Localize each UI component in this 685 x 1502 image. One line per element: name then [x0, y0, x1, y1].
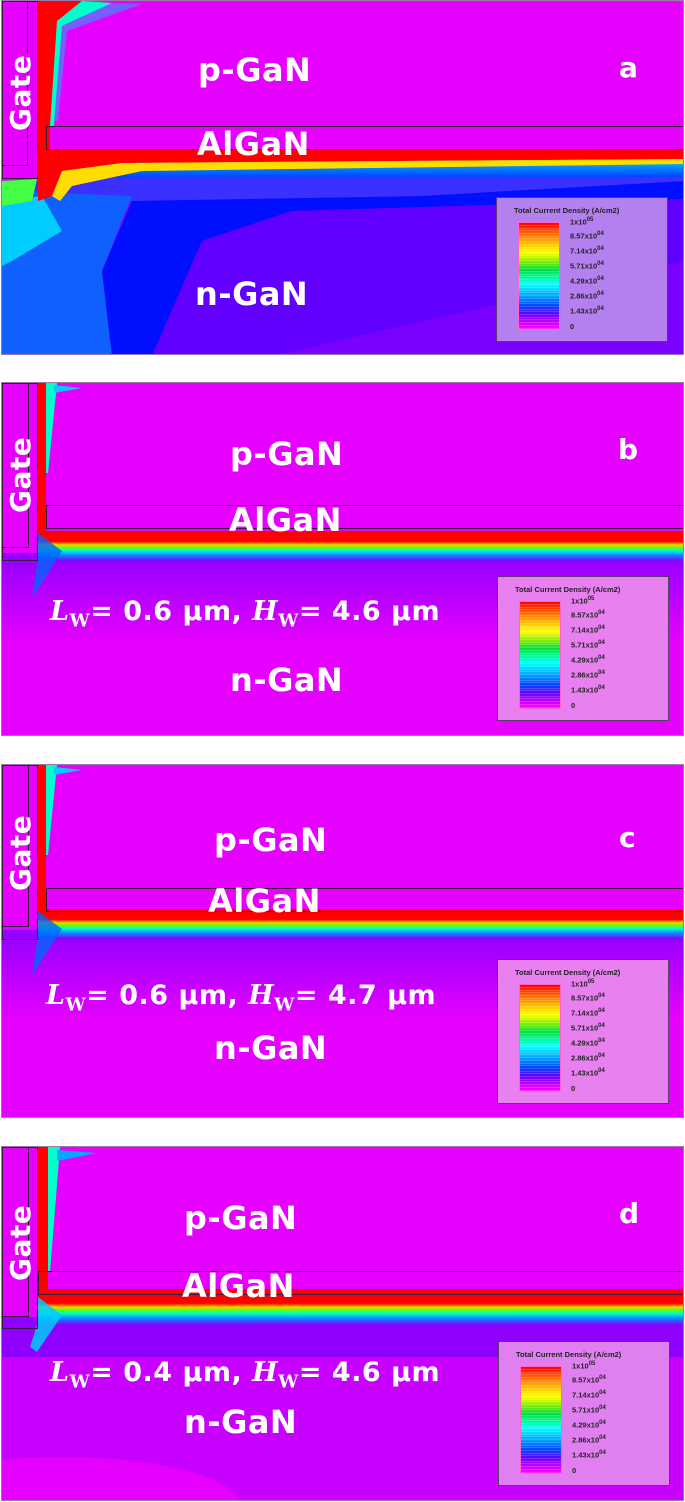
gate-label: Gate: [4, 436, 37, 513]
panel-letter: c: [619, 821, 637, 854]
legend-tick: 4.29x1004: [571, 655, 605, 665]
algan-label: AlGaN: [197, 125, 310, 163]
panel-a: Gate p-GaN AlGaN n-GaN a Total Current D…: [1, 0, 684, 355]
color-legend: Total Current Density (A/cm2) 1x1005 8.5…: [496, 197, 668, 342]
gate-inner-outline: [2, 765, 29, 927]
legend-tick: 5.71x1004: [571, 1023, 605, 1033]
gate-inner-outline: [2, 1, 28, 166]
legend-colorbar: [519, 601, 561, 709]
p-gan-label: p-GaN: [198, 51, 312, 89]
n-gan-label: n-GaN: [214, 1029, 328, 1067]
legend-tick: 0: [571, 1084, 576, 1093]
legend-tick: 5.71x1004: [572, 1405, 606, 1415]
panel-letter: d: [619, 1197, 640, 1230]
algan-layer-outline: [38, 1271, 683, 1295]
legend-title: Total Current Density (A/cm2): [514, 206, 620, 215]
legend-tick: 7.14x1004: [572, 1390, 606, 1400]
color-legend: Total Current Density (A/cm2) 1x1005 8.5…: [498, 1341, 670, 1486]
algan-layer-outline: [46, 888, 683, 912]
legend-tick: 4.29x1004: [572, 1420, 606, 1430]
legend-tick: 2.86x1004: [570, 291, 604, 301]
legend-tick: 8.57x1004: [572, 1375, 606, 1385]
color-legend: Total Current Density (A/cm2) 1x1005 8.5…: [497, 576, 669, 721]
gate-label: Gate: [4, 1204, 37, 1281]
n-gan-label: n-GaN: [230, 661, 344, 699]
gate-inner-outline: [2, 383, 29, 548]
legend-tick: 8.57x1004: [571, 610, 605, 620]
n-gan-label: n-GaN: [195, 275, 309, 313]
panel-b: Gate p-GaN AlGaN LW= 0.6 µm, HW= 4.6 µm …: [1, 382, 684, 736]
legend-tick: 5.71x1004: [570, 261, 604, 271]
panel-letter: a: [619, 51, 639, 84]
legend-tick: 1x1005: [570, 217, 594, 227]
legend-tick: 7.14x1004: [570, 246, 604, 256]
legend-tick: 5.71x1004: [571, 640, 605, 650]
legend-tick: 1x1005: [571, 596, 595, 606]
p-gan-label: p-GaN: [230, 435, 344, 473]
n-gan-label: n-GaN: [184, 1403, 298, 1441]
algan-layer-outline: [46, 505, 683, 529]
p-gan-label: p-GaN: [184, 1199, 298, 1237]
panel-letter: b: [618, 433, 639, 466]
algan-label: AlGaN: [182, 1267, 295, 1305]
algan-layer-outline: [46, 126, 683, 150]
legend-tick: 1.43x1004: [570, 306, 604, 316]
legend-tick: 4.29x1004: [570, 276, 604, 286]
legend-tick: 0: [572, 1466, 577, 1475]
algan-label: AlGaN: [208, 882, 321, 920]
panel-d: Gate p-GaN AlGaN LW= 0.4 µm, HW= 4.6 µm …: [1, 1146, 684, 1501]
legend-tick: 8.57x1004: [571, 993, 605, 1003]
legend-tick: 2.86x1004: [571, 1053, 605, 1063]
legend-colorbar: [518, 222, 560, 330]
legend-title: Total Current Density (A/cm2): [516, 1350, 622, 1359]
legend-tick: 1.43x1004: [571, 1068, 605, 1078]
legend-title: Total Current Density (A/cm2): [515, 585, 621, 594]
legend-tick: 1x1005: [571, 979, 595, 989]
legend-title: Total Current Density (A/cm2): [515, 968, 621, 977]
legend-tick: 1.43x1004: [572, 1450, 606, 1460]
gate-label: Gate: [4, 814, 37, 891]
gate-label: Gate: [4, 54, 37, 131]
dimensions-label: LW= 0.6 µm, HW= 4.7 µm: [46, 980, 437, 1016]
algan-label: AlGaN: [229, 501, 342, 539]
legend-tick: 0: [571, 701, 576, 710]
legend-tick: 4.29x1004: [571, 1038, 605, 1048]
p-gan-label: p-GaN: [214, 821, 328, 859]
legend-colorbar: [519, 984, 561, 1092]
legend-tick: 1x1005: [572, 1361, 596, 1371]
legend-tick: 8.57x1004: [570, 231, 604, 241]
legend-tick: 7.14x1004: [571, 1008, 605, 1018]
legend-tick: 2.86x1004: [572, 1435, 606, 1445]
gate-inner-outline: [2, 1147, 29, 1317]
color-legend: Total Current Density (A/cm2) 1x1005 8.5…: [497, 959, 669, 1104]
dimensions-label: LW= 0.6 µm, HW= 4.6 µm: [50, 596, 441, 632]
legend-tick: 2.86x1004: [571, 670, 605, 680]
dimensions-label: LW= 0.4 µm, HW= 4.6 µm: [50, 1357, 441, 1393]
legend-tick: 7.14x1004: [571, 625, 605, 635]
legend-tick: 1.43x1004: [571, 685, 605, 695]
legend-colorbar: [520, 1366, 562, 1474]
panel-c: Gate p-GaN AlGaN LW= 0.6 µm, HW= 4.7 µm …: [1, 764, 684, 1118]
legend-tick: 0: [570, 322, 575, 331]
